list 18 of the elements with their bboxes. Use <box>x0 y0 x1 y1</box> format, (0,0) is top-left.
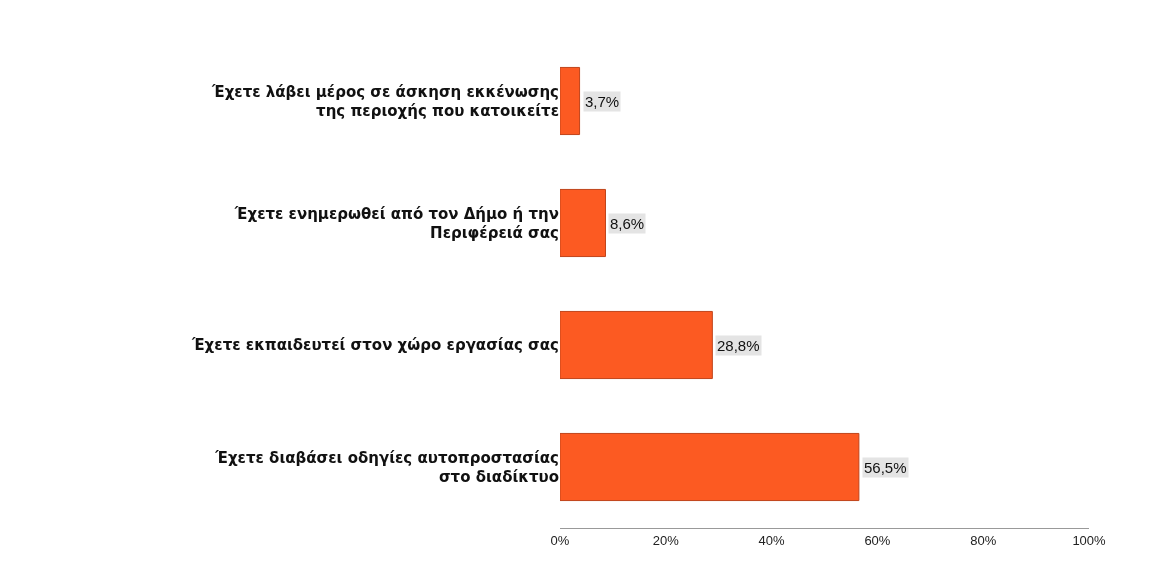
bar <box>560 188 606 258</box>
y-tick-label: Έχετε ενημερωθεί από τον Δήμο ή την Περιφέρειά σας <box>233 204 559 242</box>
data-label: 56,5% <box>864 459 907 476</box>
y-tick-label: Έχετε εκπαιδευτεί στον χώρο εργασίας σας <box>190 336 559 355</box>
bar <box>560 66 581 136</box>
x-tick-label: 20% <box>652 532 680 548</box>
x-tick-label: 40% <box>758 532 786 548</box>
x-tick-label: 100% <box>1072 532 1107 548</box>
y-tick-label: Έχετε διαβάσει οδηγίες αυτοπροστασίας στο διαδίκτυο <box>214 448 559 486</box>
data-label: 8,6% <box>610 215 645 232</box>
data-label: 28,8% <box>717 337 760 354</box>
x-tick-label: 60% <box>864 532 891 548</box>
bar <box>560 310 713 380</box>
bar <box>560 432 860 502</box>
data-label: 3,7% <box>585 93 620 110</box>
x-tick-label: 0% <box>550 532 570 548</box>
y-tick-label: Έχετε λάβει μέρος σε άσκηση εκκένωσης της περιοχής που κατοικείτε <box>210 82 559 120</box>
x-tick-label: 80% <box>970 532 997 548</box>
